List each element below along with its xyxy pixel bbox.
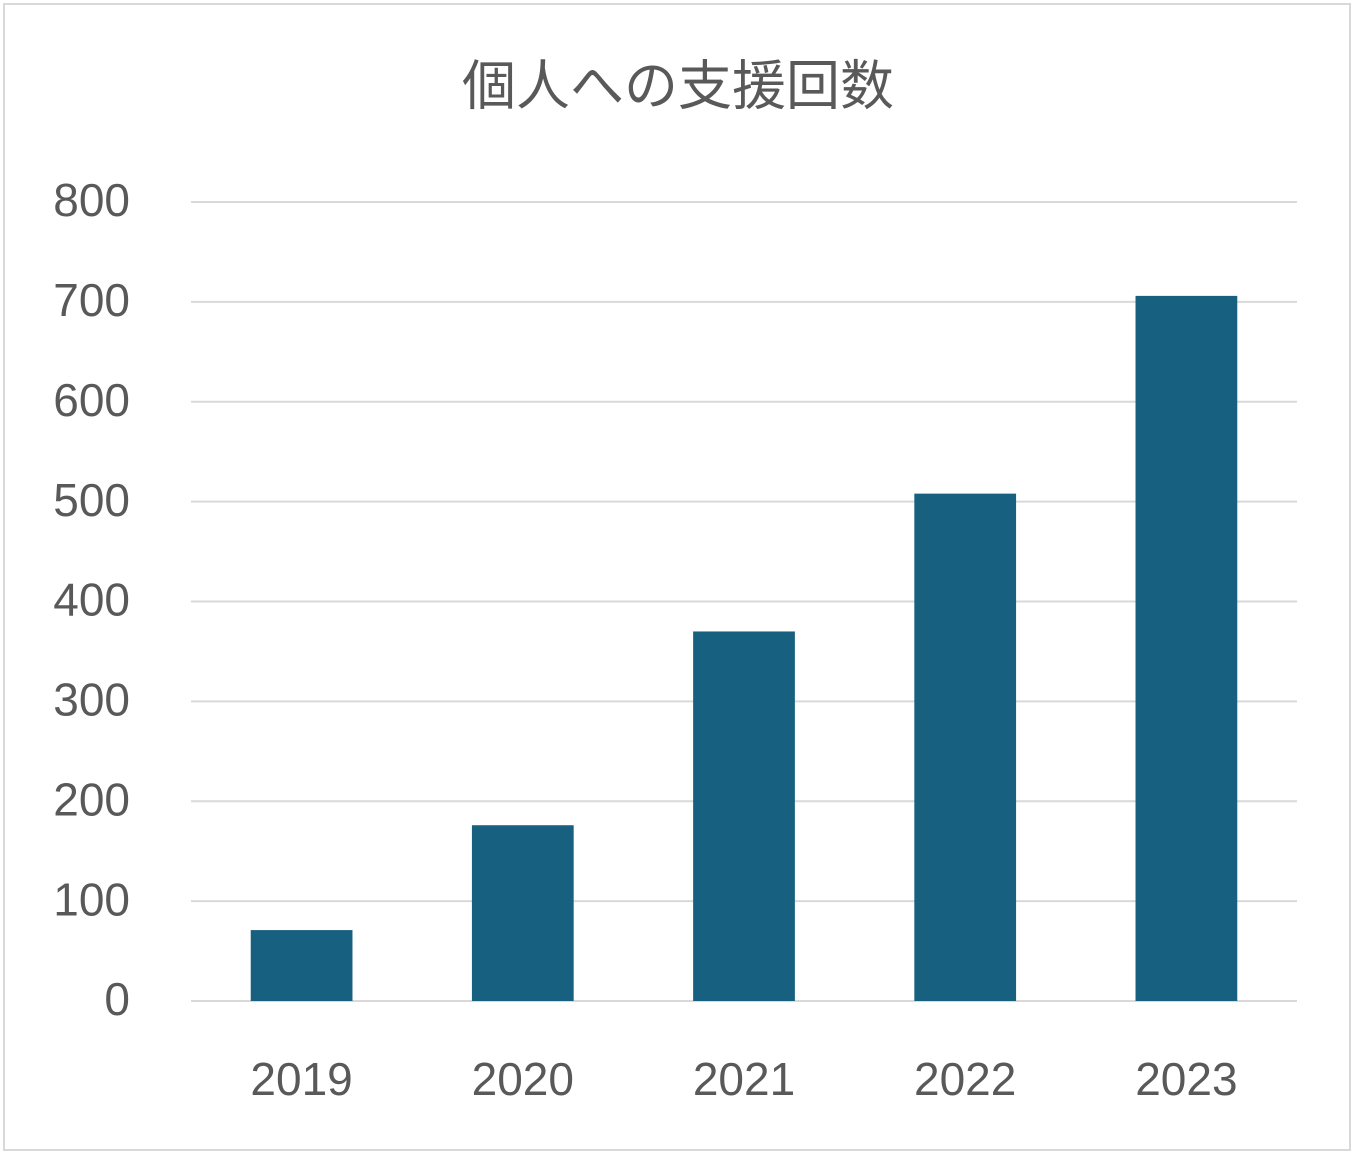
bar — [250, 930, 353, 1001]
y-tick-label: 400 — [53, 574, 130, 626]
bar — [914, 493, 1017, 1001]
y-tick-label: 600 — [53, 374, 130, 426]
bar — [471, 825, 574, 1001]
chart-title: 個人への支援回数 — [462, 56, 894, 116]
bar — [1135, 295, 1238, 1001]
x-tick-label: 2022 — [914, 1053, 1016, 1105]
y-tick-label: 700 — [53, 274, 130, 326]
chart-border — [3, 3, 1351, 1151]
y-tick-label: 100 — [53, 873, 130, 925]
x-tick-label: 2021 — [693, 1053, 795, 1105]
x-tick-label: 2023 — [1135, 1053, 1237, 1105]
y-tick-label: 800 — [53, 174, 130, 226]
y-tick-label: 0 — [104, 973, 130, 1025]
x-tick-label: 2020 — [472, 1053, 574, 1105]
y-tick-label: 200 — [53, 773, 130, 825]
y-tick-label: 500 — [53, 474, 130, 526]
y-tick-label: 300 — [53, 674, 130, 726]
x-tick-label: 2019 — [250, 1053, 352, 1105]
bar — [693, 631, 795, 1001]
